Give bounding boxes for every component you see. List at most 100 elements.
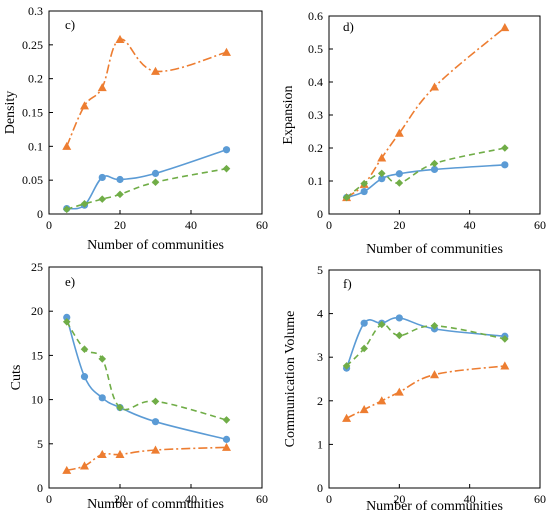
x-tick-label: 0	[46, 492, 52, 506]
plot-frame	[48, 266, 263, 489]
series-line	[65, 317, 227, 441]
x-tick-label: 60	[256, 492, 268, 506]
y-tick-label: 5	[37, 437, 43, 451]
data-point-circle	[395, 314, 403, 322]
data-point-triangle	[430, 82, 439, 91]
x-tick-label: 20	[114, 492, 126, 506]
chart-panel-1: 0 0.05 0.1 0.15 0.2 0.25 0.3 0 20 40 60 Number of c…	[3, 4, 268, 253]
x-tick-label: 0	[326, 492, 332, 506]
y-tick-label: 0.1	[308, 174, 323, 188]
data-point-triangle	[151, 445, 160, 454]
data-point-diamond	[80, 200, 89, 208]
y-tick-label: 0.4	[308, 75, 323, 89]
chart-panel-3: 0 5 10 15 20 25 0 20 40 60 Number of communities Cu…	[9, 260, 268, 512]
x-axis-title: Number of communities	[366, 499, 503, 514]
series-line	[66, 148, 227, 210]
x-tick-label: 40	[464, 492, 476, 506]
data-point-triangle	[430, 370, 439, 379]
y-tick-label: 5	[317, 263, 323, 277]
data-point-diamond	[377, 320, 386, 329]
y-tick-label: 0.15	[22, 106, 43, 120]
y-tick-label: 0.25	[22, 38, 43, 52]
chart-panel-2: 0 0.1 0.2 0.3 0.4 0.5 0.6 0 20 40 60 Number of comm…	[281, 9, 546, 257]
y-tick-label: 0	[317, 481, 323, 495]
data-point-diamond	[342, 362, 351, 370]
data-point-triangle	[115, 449, 125, 459]
series-triangle	[342, 23, 510, 202]
series-diamond	[342, 320, 509, 370]
data-point-triangle	[394, 128, 404, 137]
x-tick-label: 40	[185, 492, 197, 506]
plot-frame	[328, 269, 541, 489]
data-point-triangle	[342, 413, 352, 422]
data-point-diamond	[395, 179, 404, 187]
chart-panel-4: 0 1 2 3 4 5 0 20 40 60 Number of communities Commun…	[283, 263, 546, 514]
x-tick-label: 60	[534, 218, 546, 232]
y-tick-label: 2	[317, 394, 323, 408]
data-point-diamond	[116, 403, 124, 412]
panel-label: f)	[343, 276, 352, 291]
data-point-triangle	[97, 82, 107, 92]
y-tick-label: 0.2	[28, 72, 43, 86]
data-point-triangle	[377, 396, 387, 405]
y-tick-label: 0.6	[308, 9, 323, 23]
y-tick-label: 0.2	[308, 141, 323, 155]
data-point-circle	[222, 146, 231, 154]
series-diamond	[342, 144, 509, 202]
series-line	[66, 321, 227, 421]
x-axis-title: Number of communities	[87, 497, 224, 512]
x-axis-title: Number of communities	[87, 238, 224, 253]
x-tick-label: 20	[393, 492, 405, 506]
data-point-circle	[151, 418, 160, 426]
panel-label: c)	[65, 17, 75, 32]
data-point-diamond	[151, 397, 160, 406]
data-point-diamond	[222, 164, 231, 173]
y-tick-label: 15	[31, 348, 43, 362]
data-point-diamond	[151, 178, 160, 186]
data-point-triangle	[222, 47, 231, 56]
series-line	[66, 38, 227, 147]
data-point-triangle	[115, 34, 125, 44]
data-point-circle	[116, 175, 124, 184]
data-point-circle	[360, 319, 368, 327]
panel-label: d)	[343, 19, 354, 34]
series-line	[66, 446, 227, 472]
data-point-circle	[80, 373, 89, 381]
y-tick-label: 0.5	[308, 42, 323, 56]
x-tick-label: 40	[464, 218, 476, 232]
data-point-diamond	[80, 345, 89, 354]
data-point-diamond	[360, 179, 368, 188]
y-tick-label: 1	[317, 437, 323, 451]
series-diamond	[62, 164, 231, 214]
series-line	[345, 317, 505, 369]
data-point-triangle	[62, 141, 72, 150]
x-tick-label: 40	[185, 218, 197, 232]
data-point-diamond	[377, 169, 386, 178]
data-point-diamond	[222, 416, 231, 424]
series-triangle	[62, 34, 231, 150]
x-tick-label: 20	[114, 218, 126, 232]
data-point-circle	[395, 170, 403, 178]
data-point-circle	[98, 394, 106, 402]
y-tick-label: 3	[317, 350, 323, 364]
y-axis-title: Density	[3, 91, 18, 135]
data-point-triangle	[500, 23, 510, 32]
series-line	[346, 147, 506, 199]
data-point-circle	[501, 161, 509, 169]
plot-frame	[328, 15, 541, 215]
data-point-triangle	[97, 449, 107, 459]
data-point-circle	[98, 173, 106, 182]
data-point-triangle	[222, 442, 231, 451]
data-point-triangle	[151, 66, 160, 75]
data-point-diamond	[430, 322, 439, 330]
y-tick-label: 10	[31, 393, 43, 407]
data-point-circle	[222, 435, 231, 443]
series-circle	[63, 313, 231, 443]
y-tick-label: 0.3	[308, 108, 323, 122]
data-point-triangle	[394, 387, 404, 396]
series-line	[346, 323, 505, 367]
x-tick-label: 20	[393, 218, 405, 232]
data-point-circle	[378, 175, 386, 183]
y-tick-label: 0.3	[28, 4, 43, 18]
